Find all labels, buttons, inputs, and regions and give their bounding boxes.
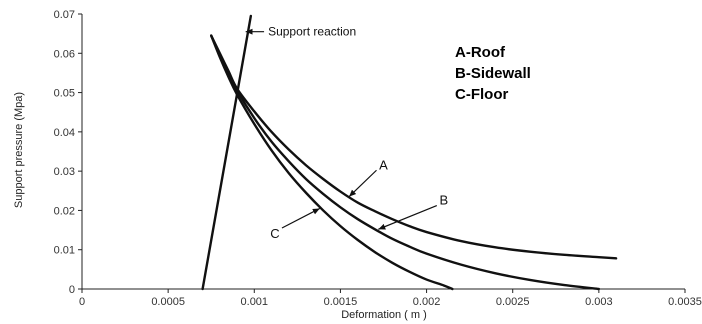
annotation-a: A [379,157,388,172]
y-tick-label: 0.02 [54,205,75,217]
series-line-a [210,34,618,260]
y-tick-label: 0.06 [54,48,75,60]
series-line-c [210,34,454,291]
series-curves [201,14,618,291]
legend-line-floor: C-Floor [455,86,508,103]
y-tick-label: 0.03 [54,166,75,178]
x-tick-label: 0.003 [585,296,613,308]
series-line-support-reaction [201,14,253,291]
y-axis-label: Support pressure (Mpa) [13,92,25,208]
x-tick-label: 0.0025 [496,296,530,308]
axes [81,14,685,290]
legend-line-sidewall: B-Sidewall [455,65,531,82]
y-tick-label: 0.05 [54,88,75,100]
x-tick-label: 0.001 [241,296,269,308]
annotation-support-reaction: Support reaction [268,25,356,39]
annotation-pointer [281,207,321,229]
x-axis-ticks: 0 0.0005 0.001 0.0015 0.002 0.0025 0.003 0.0035 [79,289,702,308]
x-tick-label: 0 [79,296,85,308]
legend-line-roof: A-Roof [455,44,506,61]
x-axis-label: Deformation ( m ) [341,309,427,321]
y-tick-label: 0.04 [54,127,75,139]
y-axis-ticks: 0 0.01 0.02 0.03 0.04 0.05 0.06 0.07 [54,9,82,296]
annotation-pointer [348,169,377,198]
x-tick-label: 0.0035 [668,296,702,308]
x-tick-label: 0.0015 [324,296,358,308]
y-tick-label: 0.07 [54,9,75,21]
annotations: Support reaction A B C [245,25,448,241]
series-line-b [210,34,601,291]
annotation-pointer [378,205,438,230]
y-tick-label: 0.01 [54,245,75,257]
annotation-c: C [270,226,279,241]
annotation-b: B [439,193,448,208]
x-tick-label: 0.0005 [151,296,185,308]
x-tick-label: 0.002 [413,296,441,308]
y-tick-label: 0 [69,284,75,296]
